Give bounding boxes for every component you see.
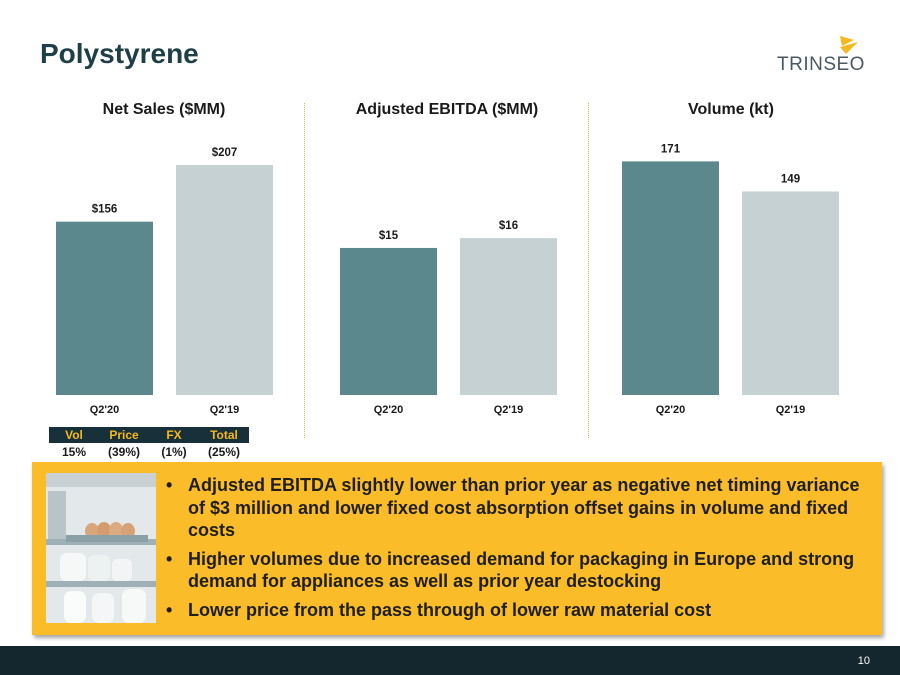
sales-bridge-header: Vol Price FX Total xyxy=(49,427,249,443)
bar-q219 xyxy=(742,191,839,395)
data-label: $16 xyxy=(499,220,518,232)
category-label: Q2'19 xyxy=(210,404,240,416)
bridge-value-price: (39%) xyxy=(107,445,140,459)
chart-title-net-sales: Net Sales ($MM) xyxy=(102,101,226,118)
bar-q220 xyxy=(622,161,719,395)
bridge-value-vol: 15% xyxy=(61,445,87,459)
category-label: Q2'19 xyxy=(776,404,806,416)
data-label: 171 xyxy=(661,143,681,155)
bridge-header-price: Price xyxy=(109,428,139,442)
data-label: $156 xyxy=(92,204,118,216)
bridge-header-vol: Vol xyxy=(65,428,83,442)
sales-bridge-table: Vol Price FX Total 15% (39%) (1%) (25%) xyxy=(49,427,249,461)
data-label: $207 xyxy=(212,147,238,159)
data-label: $15 xyxy=(379,230,399,242)
bridge-header-total: Total xyxy=(210,428,238,442)
bullet-item: Higher volumes due to increased demand f… xyxy=(164,548,864,593)
category-label: Q2'20 xyxy=(656,404,686,416)
bridge-header-fx: FX xyxy=(166,428,182,442)
trinseo-logo-icon xyxy=(840,36,858,54)
category-label: Q2'20 xyxy=(90,404,120,416)
bar-q220 xyxy=(340,247,437,395)
sales-bridge-values: 15% (39%) (1%) (25%) xyxy=(49,443,249,461)
bar-q219 xyxy=(176,165,273,395)
commentary-callout: Adjusted EBITDA slightly lower than prio… xyxy=(32,462,882,635)
category-label: Q2'20 xyxy=(374,404,404,416)
commentary-bullets: Adjusted EBITDA slightly lower than prio… xyxy=(164,474,864,627)
chart-divider xyxy=(304,103,305,438)
data-label: 149 xyxy=(781,173,800,185)
page-title: Polystyrene xyxy=(40,38,199,69)
bar-q220 xyxy=(56,221,153,395)
refrigerator-photo-icon xyxy=(46,473,156,623)
bullet-item: Lower price from the pass through of low… xyxy=(164,599,864,622)
chart-title-adjusted-ebitda: Adjusted EBITDA ($MM) xyxy=(355,101,539,118)
footer-bar: 10 xyxy=(0,646,900,675)
bridge-value-total: (25%) xyxy=(207,445,240,459)
chart-title-volume: Volume (kt) xyxy=(688,101,774,118)
category-label: Q2'19 xyxy=(494,404,524,416)
page-number: 10 xyxy=(857,655,870,667)
logo-text: TRINSEO xyxy=(777,54,865,75)
bridge-value-fx: (1%) xyxy=(161,445,187,459)
bar-q219 xyxy=(460,238,557,395)
chart-divider xyxy=(588,103,589,438)
bullet-item: Adjusted EBITDA slightly lower than prio… xyxy=(164,474,864,542)
